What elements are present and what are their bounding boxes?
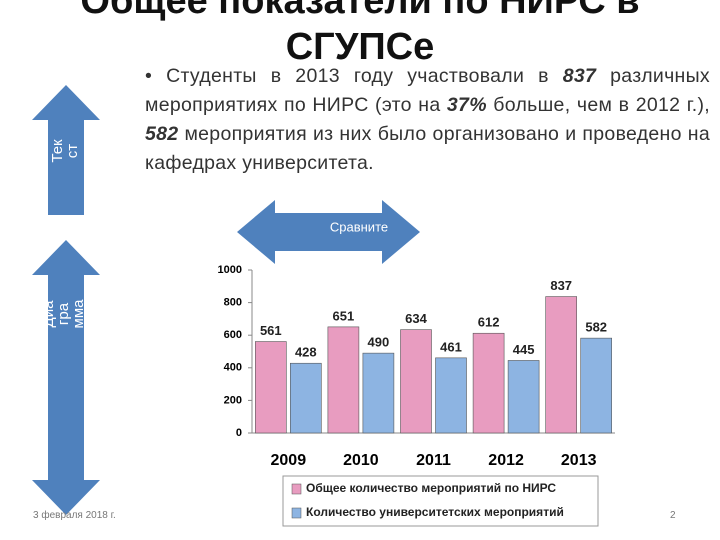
legend-swatch [291, 507, 302, 519]
value-label: 428 [295, 345, 317, 360]
value-label: 634 [405, 311, 427, 326]
bar [472, 332, 505, 434]
y-tick-label: 600 [224, 329, 242, 341]
bar [580, 337, 613, 434]
bar [255, 341, 287, 434]
x-tick-label: 2011 [416, 452, 451, 469]
value-label: 612 [478, 315, 500, 330]
date: 3 февраля 2018 г. [33, 510, 116, 521]
chart-arrow [32, 240, 100, 515]
legend-label: Общее количество мероприятий по НИРС [306, 481, 556, 495]
emph: 837 [562, 65, 597, 87]
bar [435, 357, 467, 434]
bar [400, 329, 432, 434]
text: различных мероприятиях по НИРС (это на [145, 65, 710, 116]
value-label: 651 [333, 308, 355, 323]
text: больше, чем в 2012 г.), [486, 94, 710, 116]
chart-arrow-label: Диаграмма [40, 299, 87, 329]
x-tick-label: 2012 [488, 452, 524, 469]
emph: 582 [145, 123, 179, 145]
value-label: 582 [585, 320, 607, 335]
y-tick-label: 200 [224, 394, 242, 406]
text-arrow [32, 85, 100, 215]
x-tick-label: 2009 [271, 452, 307, 469]
legend-label: Количество университетских мероприятий [306, 505, 564, 519]
value-label: 461 [440, 339, 462, 354]
value-label: 561 [260, 323, 282, 338]
slide-title: Общее показатели по НИРС в СГУПСе [80, 0, 640, 68]
text: мероприятия из них было организовано и п… [145, 123, 710, 174]
y-tick-label: 1000 [218, 264, 242, 276]
page-number: 2 [670, 510, 676, 521]
bar [507, 360, 540, 434]
compare-arrow [237, 200, 420, 264]
text: Студенты в 2013 году участвовали в [166, 65, 563, 87]
legend-box [282, 475, 599, 527]
bar [545, 296, 578, 434]
legend-swatch [291, 483, 302, 495]
y-tick-label: 0 [236, 427, 242, 439]
value-label: 490 [368, 335, 390, 350]
y-tick-label: 800 [224, 297, 242, 309]
bar [327, 326, 360, 434]
bar [362, 352, 395, 434]
x-tick-label: 2010 [343, 452, 379, 469]
value-label: 445 [513, 342, 535, 357]
compare-label: Сравните [330, 219, 388, 234]
y-tick-label: 400 [224, 362, 242, 374]
text-arrow-label: Текст [49, 139, 81, 163]
bar [289, 362, 322, 434]
x-tick-label: 2013 [561, 452, 597, 469]
bullet-text: • Студенты в 2013 году участвовали в 837… [145, 65, 710, 174]
value-label: 837 [550, 278, 572, 293]
emph: 37% [446, 94, 487, 116]
